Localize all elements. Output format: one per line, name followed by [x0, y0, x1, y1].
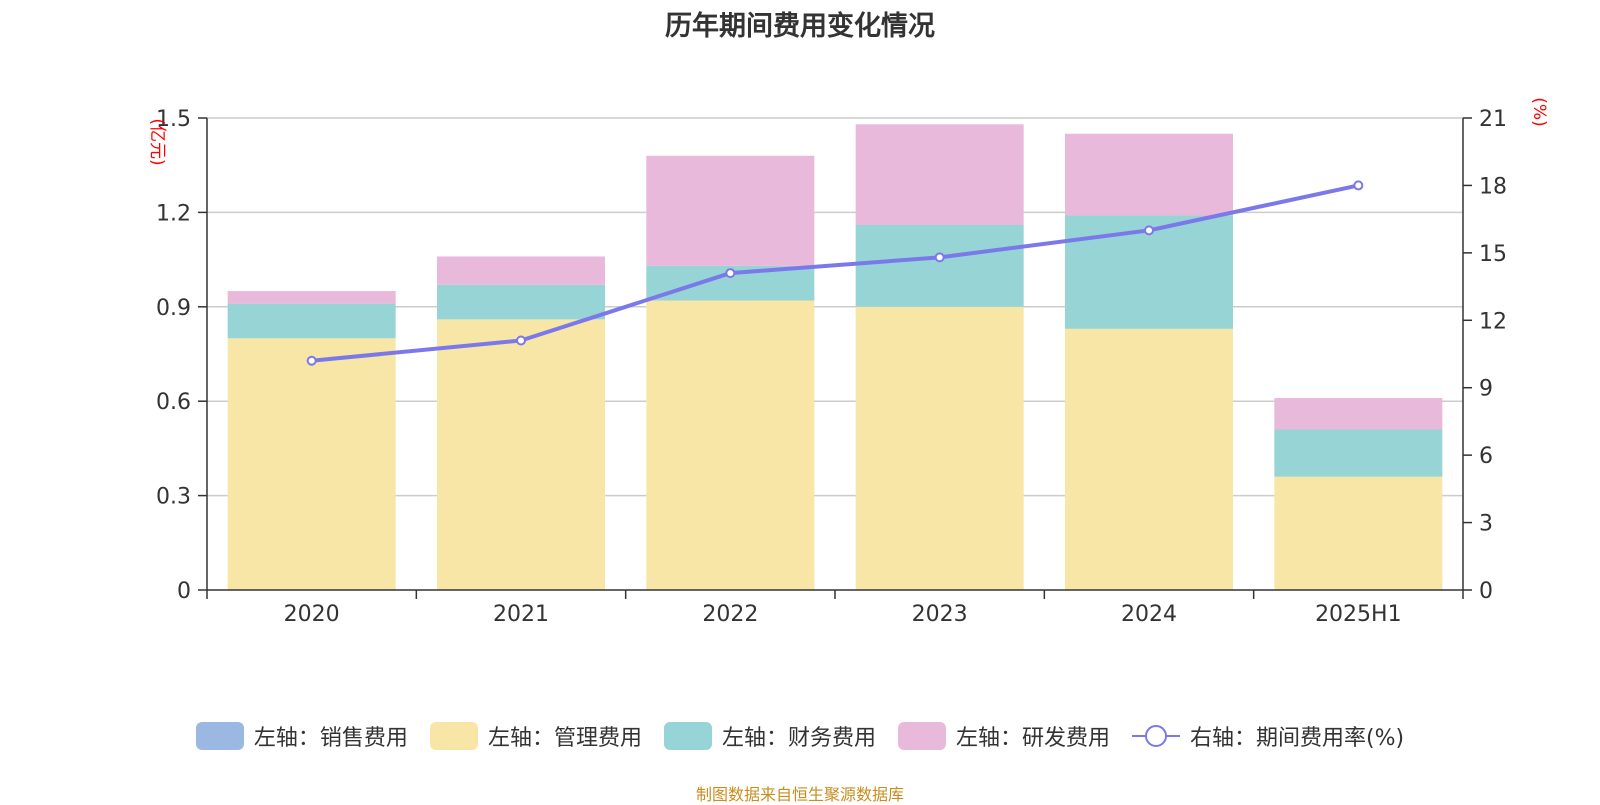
legend-item-rd[interactable]: 左轴：研发费用 [897, 720, 1110, 752]
legend-item-admin[interactable]: 左轴：管理费用 [429, 720, 642, 752]
x-axis-tick-label: 2022 [702, 602, 758, 627]
right-axis-unit: (%) [1529, 97, 1549, 126]
right-axis-tick-label: 0 [1479, 579, 1493, 604]
legend-label-finance: 左轴：财务费用 [721, 726, 876, 751]
x-axis-tick-label: 2023 [912, 602, 968, 627]
left-axis-tick-label: 0 [177, 579, 191, 604]
bar-segment [437, 256, 605, 285]
x-axis-tick-label: 2021 [493, 602, 549, 627]
legend-swatch-admin [429, 722, 478, 750]
legend-swatch-sales [195, 722, 244, 750]
legend-item-rate[interactable]: 右轴：期间费用率(%) [1131, 720, 1405, 752]
x-axis-tick-label: 2020 [284, 602, 340, 627]
right-axis-tick-label: 15 [1479, 242, 1507, 267]
rate-point [725, 268, 736, 279]
right-axis-tick-label: 6 [1479, 444, 1493, 469]
bar-segment [1065, 133, 1233, 216]
legend-label-rate: 右轴：期间费用率(%) [1189, 726, 1405, 751]
bar-segment [855, 224, 1024, 307]
rate-line [311, 183, 1359, 363]
x-axis-tick-label: 2025H1 [1315, 602, 1402, 627]
source-note: 制图数据来自恒生聚源数据库 [695, 785, 904, 804]
legend-item-sales[interactable]: 左轴：销售费用 [195, 720, 408, 752]
bar-segment [1065, 328, 1233, 590]
left-axis-tick-label: 1.5 [156, 107, 191, 132]
legend-swatch-finance [663, 722, 712, 750]
left-axis-tick-label: 0.6 [156, 390, 191, 415]
right-axis-tick-label: 18 [1479, 174, 1507, 199]
legend-swatch-rd [897, 722, 946, 750]
rate-point [516, 335, 526, 346]
right-axis-tick-label: 21 [1479, 107, 1507, 132]
x-axis-tick-label: 2024 [1121, 602, 1177, 627]
bar-segment [1274, 429, 1443, 477]
right-axis-tick-label: 12 [1479, 309, 1507, 334]
legend-label-rd: 左轴：研发费用 [955, 726, 1110, 751]
bar-segment [227, 291, 396, 304]
bar-segment [855, 124, 1024, 225]
chart-legend: 左轴：销售费用 左轴：管理费用 左轴：财务费用 左轴：研发费用 右轴：期间费用率… [0, 720, 1600, 752]
bar-segment [1274, 398, 1443, 430]
left-axis-unit: (亿元) [147, 118, 167, 165]
left-axis-tick-label: 0.3 [156, 485, 191, 510]
rate-point [1353, 180, 1364, 191]
left-axis-tick-label: 0.9 [156, 296, 191, 321]
right-axis-tick-label: 9 [1479, 377, 1493, 402]
bar-segment [227, 303, 396, 339]
rate-point [306, 355, 317, 366]
left-axis-tick-label: 1.2 [156, 201, 191, 226]
legend-label-admin: 左轴：管理费用 [487, 726, 642, 751]
bar-segment [437, 319, 605, 590]
bar-segment [646, 155, 815, 266]
right-axis-tick-label: 3 [1479, 512, 1493, 537]
rate-point [1144, 225, 1154, 236]
legend-label-sales: 左轴：销售费用 [253, 726, 408, 751]
legend-item-finance[interactable]: 左轴：财务费用 [663, 720, 876, 752]
bar-segment [646, 300, 815, 590]
bar-segment [437, 284, 605, 320]
bar-segment [855, 306, 1024, 590]
bar-segment [227, 338, 396, 590]
legend-swatch-rate [1131, 725, 1180, 747]
rate-point [934, 252, 945, 263]
chart-title: 历年期间费用变化情况 [665, 11, 935, 42]
bar-segment [1274, 476, 1443, 590]
chart-plot: 0 0.3 0.6 0.9 1.2 1.5 0 3 6 9 12 15 18 21 2020 2021 2022… [147, 97, 1549, 627]
